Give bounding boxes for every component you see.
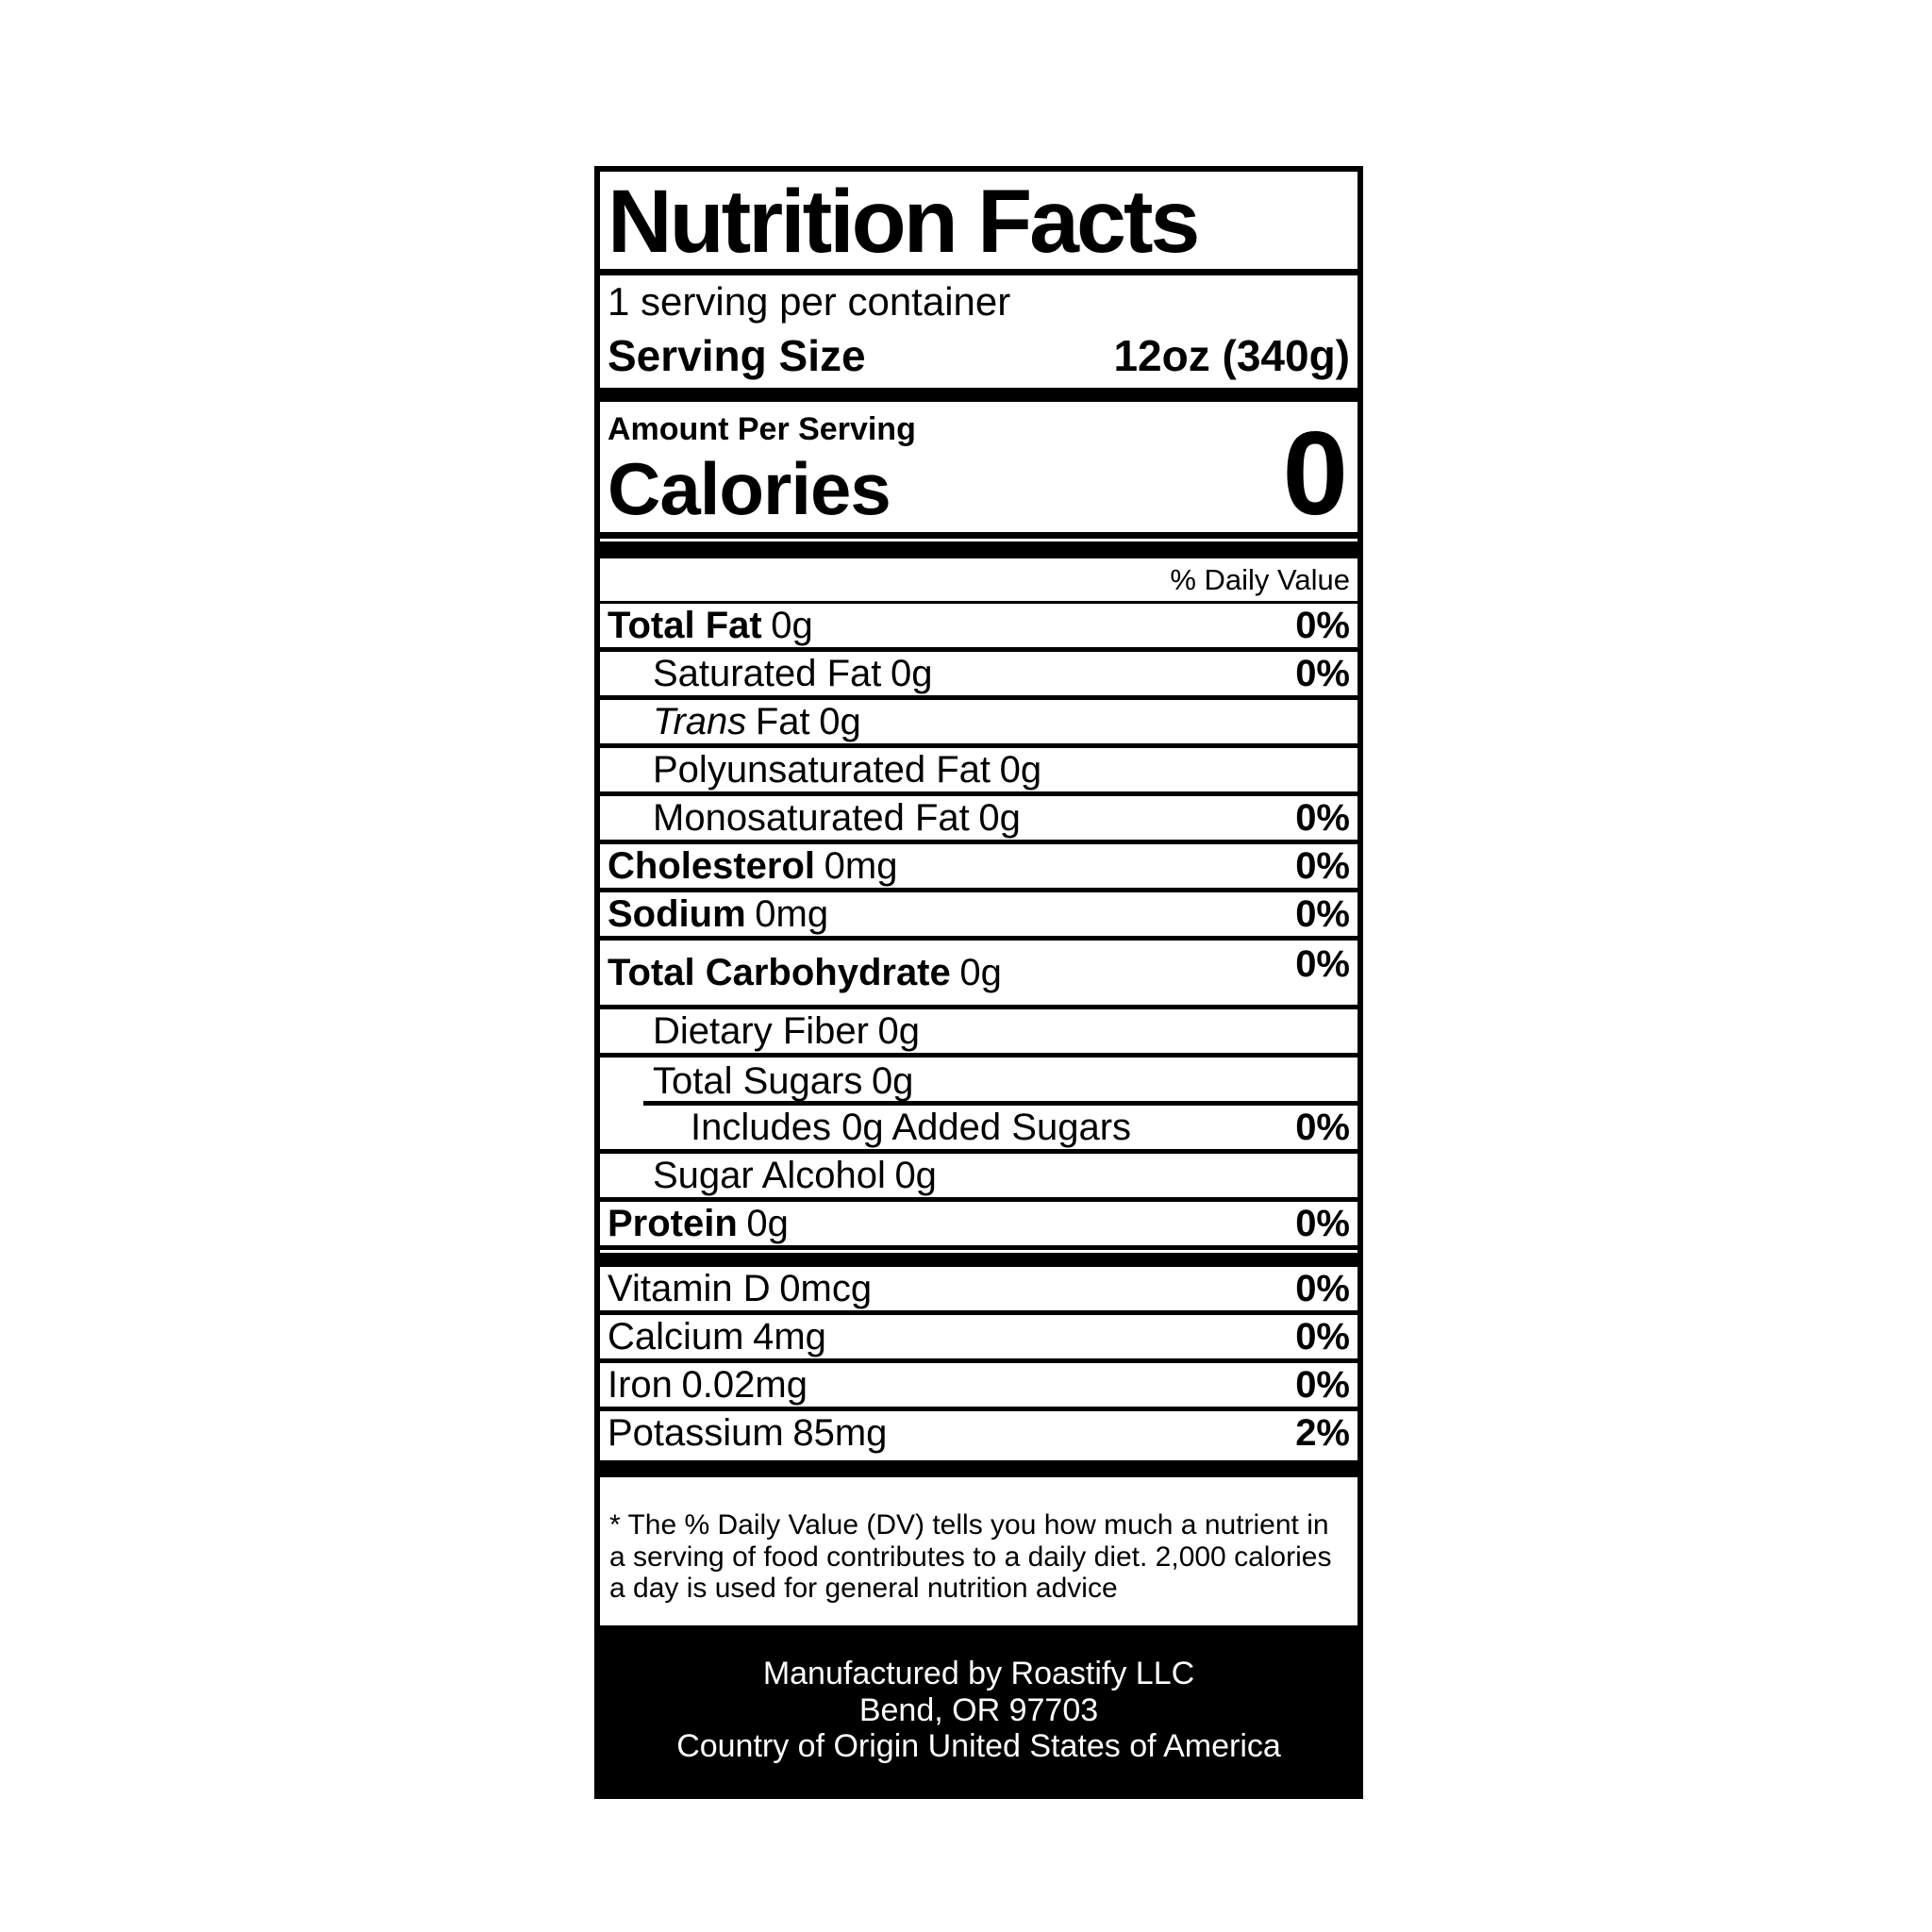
nutrient-name: Fat <box>755 700 810 742</box>
row-protein: Protein 0g 0% <box>600 1202 1357 1250</box>
serving-size-row: Serving Size 12oz (340g) <box>608 332 1350 380</box>
row-sodium: Sodium 0mg 0% <box>600 892 1357 941</box>
nutrient-name: Polyunsaturated Fat <box>653 748 991 791</box>
nutrient-name: Total Fat <box>608 604 762 646</box>
nutrient-amount: 0g <box>819 700 861 742</box>
nutrient-name: Dietary Fiber <box>653 1009 869 1052</box>
manufacturer-line: Manufactured by Roastify LLC <box>762 1655 1195 1691</box>
calories-section: Amount Per Serving Calories 0 <box>600 402 1357 539</box>
nutrient-name: Total Sugars <box>653 1060 863 1103</box>
nutrient-name: Total Carbohydrate <box>608 951 951 993</box>
nutrient-amount: 0g <box>890 652 933 694</box>
nutrient-daily-value: 0% <box>1295 1202 1350 1244</box>
nutrient-name: Iron <box>608 1363 673 1406</box>
row-saturated-fat: Saturated Fat 0g 0% <box>600 652 1357 700</box>
nutrient-amount: 0.02mg <box>681 1363 808 1406</box>
row-potassium: Potassium 85mg 2% <box>600 1411 1357 1455</box>
serving-size-value: 12oz (340g) <box>1113 331 1350 381</box>
footnote-line: a day is used for general nutrition advi… <box>609 1573 1118 1605</box>
nutrient-name: Includes 0g Added Sugars <box>691 1106 1132 1148</box>
nutrient-amount: 0g <box>959 951 1002 993</box>
daily-value-header: % Daily Value <box>600 558 1357 604</box>
nutrient-daily-value: 0% <box>1295 604 1350 646</box>
amount-per-serving-label: Amount Per Serving <box>608 410 916 447</box>
calories-label: Calories <box>608 446 891 530</box>
nutrient-name: Monosaturated Fat <box>653 796 970 839</box>
daily-value-footnote: * The % Daily Value (DV) tells you how m… <box>600 1477 1357 1625</box>
row-calcium: Calcium 4mg 0% <box>600 1315 1357 1363</box>
nutrient-daily-value: 0% <box>1295 844 1350 887</box>
row-dietary-fiber: Dietary Fiber 0g <box>600 1009 1357 1058</box>
nutrient-daily-value: 0% <box>1295 892 1350 935</box>
nutrient-daily-value: 2% <box>1295 1411 1350 1454</box>
nutrient-name: Vitamin D <box>608 1267 771 1309</box>
section-divider-bar <box>600 541 1357 558</box>
nutrient-name: Sugar Alcohol <box>653 1154 886 1196</box>
nutrient-name: Sodium <box>608 892 746 935</box>
nutrient-amount: 0mcg <box>779 1267 873 1309</box>
row-trans-fat: Trans Fat 0g <box>600 700 1357 748</box>
nutrient-name-italic: Trans <box>653 700 747 742</box>
nutrient-daily-value: 0% <box>1295 1267 1350 1309</box>
nutrient-name: Protein <box>608 1202 738 1244</box>
nutrition-facts-title: Nutrition Facts <box>600 172 1357 275</box>
country-of-origin-line: Country of Origin United States of Ameri… <box>676 1728 1281 1765</box>
nutrient-daily-value: 0% <box>1295 796 1350 839</box>
nutrient-name: Potassium <box>608 1411 784 1454</box>
nutrient-daily-value: 0% <box>1295 942 1350 985</box>
row-monosaturated-fat: Monosaturated Fat 0g 0% <box>600 796 1357 844</box>
row-total-fat: Total Fat 0g 0% <box>600 604 1357 652</box>
serving-size-label: Serving Size <box>608 331 866 381</box>
serving-info-section: 1 serving per container Serving Size 12o… <box>600 275 1357 388</box>
nutrient-amount: 0mg <box>824 844 898 887</box>
nutrient-amount: 0g <box>746 1202 789 1244</box>
row-polyunsaturated-fat: Polyunsaturated Fat 0g <box>600 748 1357 796</box>
row-total-sugars: Total Sugars 0g <box>600 1058 1357 1106</box>
servings-per-container: 1 serving per container <box>608 279 1011 324</box>
row-sugar-alcohol: Sugar Alcohol 0g <box>600 1154 1357 1202</box>
address-line: Bend, OR 97703 <box>858 1691 1099 1728</box>
nutrient-daily-value: 0% <box>1295 1106 1350 1148</box>
row-cholesterol: Cholesterol 0mg 0% <box>600 844 1357 892</box>
footnote-line: a serving of food contributes to a daily… <box>609 1541 1332 1573</box>
nutrient-name: Cholesterol <box>608 844 816 887</box>
section-divider-bar <box>600 387 1357 402</box>
nutrient-amount: 0g <box>999 748 1042 791</box>
nutrition-facts-label: Nutrition Facts 1 serving per container … <box>594 166 1363 1800</box>
nutrient-amount: 0g <box>771 604 813 646</box>
row-iron: Iron 0.02mg 0% <box>600 1363 1357 1411</box>
nutrient-daily-value: 0% <box>1295 1315 1350 1357</box>
nutrient-amount: 0g <box>877 1009 921 1052</box>
nutrient-amount: 0g <box>871 1060 914 1103</box>
nutrient-name: Saturated Fat <box>653 652 882 694</box>
nutrient-amount: 0mg <box>755 892 829 935</box>
section-divider-bar <box>600 1459 1357 1477</box>
nutrient-amount: 0g <box>894 1154 937 1196</box>
section-divider-bar <box>600 1252 1357 1267</box>
nutrient-amount: 4mg <box>753 1315 826 1357</box>
indented-divider-rule <box>643 1100 1357 1106</box>
calories-value: 0 <box>1282 408 1348 540</box>
row-added-sugars: Includes 0g Added Sugars 0% <box>600 1106 1357 1154</box>
nutrient-daily-value: 0% <box>1295 1363 1350 1406</box>
footnote-line: * The % Daily Value (DV) tells you how m… <box>609 1508 1329 1541</box>
row-vitamin-d: Vitamin D 0mcg 0% <box>600 1267 1357 1315</box>
row-total-carbohydrate: Total Carbohydrate 0g 0% <box>600 941 1357 1009</box>
nutrient-amount: 85mg <box>792 1411 888 1454</box>
nutrient-daily-value: 0% <box>1295 652 1350 694</box>
manufacturer-footer: Manufactured by Roastify LLC Bend, OR 97… <box>600 1624 1357 1794</box>
nutrient-amount: 0g <box>978 796 1021 839</box>
nutrient-name: Calcium <box>608 1315 744 1357</box>
